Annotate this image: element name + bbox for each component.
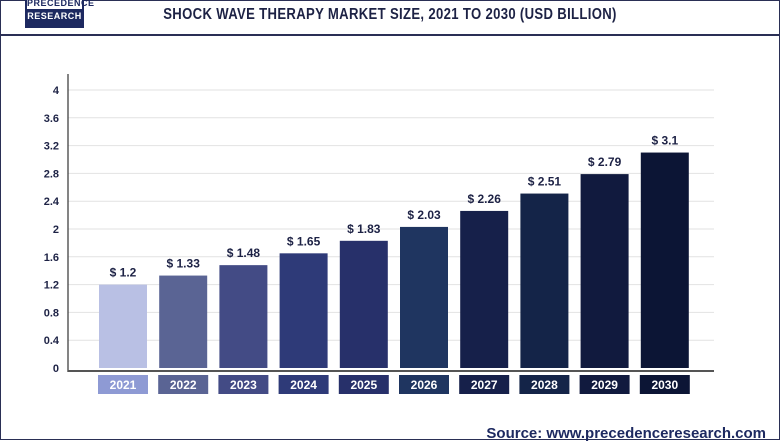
bar-2023 xyxy=(219,265,268,368)
x-tick-box xyxy=(399,375,449,394)
x-tick-box xyxy=(98,375,148,394)
x-tick-label: 2026 xyxy=(411,378,438,392)
data-label: $ 1.33 xyxy=(167,257,201,271)
x-tick-label: 2030 xyxy=(651,378,678,392)
x-tick-label: 2025 xyxy=(350,378,377,392)
x-tick-label: 2021 xyxy=(110,378,137,392)
y-tick-label: 1.2 xyxy=(44,280,59,292)
data-label: $ 1.83 xyxy=(347,222,381,236)
y-tick-label: 0.8 xyxy=(44,307,59,319)
data-label: $ 1.2 xyxy=(110,266,137,280)
bar-2029 xyxy=(580,174,629,368)
x-tick-box xyxy=(639,375,690,394)
y-tick-label: 0.4 xyxy=(44,335,60,347)
y-tick-label: 2 xyxy=(53,224,59,236)
header-divider xyxy=(0,34,780,36)
y-tick-label: 1.6 xyxy=(44,252,59,264)
x-tick-label: 2023 xyxy=(230,378,257,392)
x-tick-label: 2022 xyxy=(170,378,197,392)
bar-2024 xyxy=(279,253,328,368)
x-tick-box xyxy=(579,375,630,394)
bar-2028 xyxy=(520,193,569,368)
source-text: Source: www.precedenceresearch.com xyxy=(486,425,766,442)
bar-2025 xyxy=(339,240,388,368)
y-tick-label: 3.6 xyxy=(44,113,59,125)
y-tick-label: 2.8 xyxy=(44,168,59,180)
chart-title: SHOCK WAVE THERAPY MARKET SIZE, 2021 TO … xyxy=(163,6,617,23)
data-label: $ 2.26 xyxy=(468,192,502,206)
x-tick-label: 2027 xyxy=(471,378,498,392)
logo-line2: RESEARCH xyxy=(27,11,82,21)
logo: PRECEDENCE RESEARCH xyxy=(25,0,94,28)
x-tick-label: 2028 xyxy=(531,378,558,392)
bar-2027 xyxy=(460,210,509,368)
bar-2030 xyxy=(640,152,689,368)
x-tick-box xyxy=(278,375,329,394)
x-tick-box xyxy=(338,375,389,394)
x-tick-box xyxy=(519,375,570,394)
x-tick-box xyxy=(218,375,269,394)
bar-2021 xyxy=(99,284,147,368)
y-tick-label: 0 xyxy=(53,363,59,375)
y-tick-label: 3.2 xyxy=(44,141,59,153)
x-tick-box xyxy=(158,375,209,394)
x-tick-label: 2029 xyxy=(591,378,618,392)
y-tick-label: 4 xyxy=(53,85,60,97)
data-label: $ 2.51 xyxy=(528,175,562,189)
x-tick-box xyxy=(459,375,510,394)
bar-2026 xyxy=(400,226,448,368)
bar-2022 xyxy=(159,275,208,368)
y-tick-label: 2.4 xyxy=(44,196,60,208)
logo-line1: PRECEDENCE xyxy=(27,0,94,9)
data-label: $ 3.1 xyxy=(651,134,678,148)
data-label: $ 2.79 xyxy=(588,155,622,169)
data-label: $ 2.03 xyxy=(407,208,441,222)
x-tick-label: 2024 xyxy=(290,378,317,392)
data-label: $ 1.65 xyxy=(287,234,321,248)
data-label: $ 1.48 xyxy=(227,246,261,260)
